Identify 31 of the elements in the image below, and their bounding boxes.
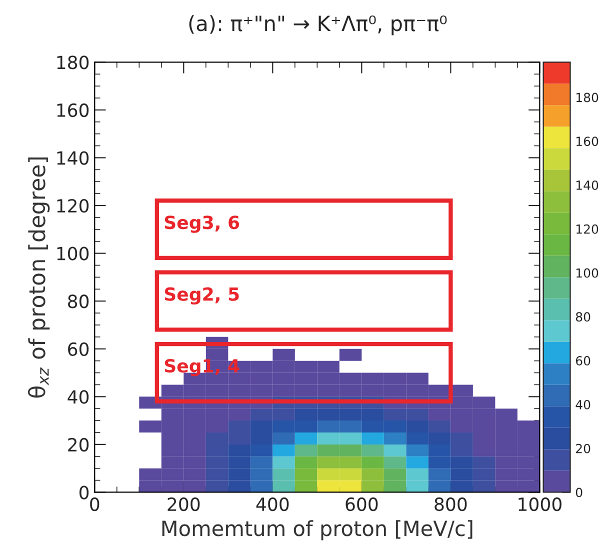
annotation: Seg3, 6 [164, 216, 240, 233]
chart-title: (a): π⁺"n" → K⁺Λπ⁰, pπ⁻π⁰ [189, 15, 447, 36]
x-tick-label: 800 [434, 497, 467, 512]
color-bar-label: 140 [576, 180, 598, 190]
y-tick-label: 160 [57, 103, 89, 118]
color-bar-label: 0 [576, 488, 582, 498]
color-bar-label: 100 [576, 268, 598, 278]
color-bar-label: 60 [576, 356, 590, 366]
y-tick-label: 60 [68, 342, 89, 356]
x-tick-label: 0 [90, 497, 100, 512]
color-bar-label: 160 [576, 136, 598, 146]
y-tick-label: 120 [57, 198, 89, 213]
y-tick-label: 40 [68, 390, 89, 404]
y-tick-label: 20 [68, 438, 89, 452]
y-tick-label: 180 [57, 56, 89, 70]
annotation: Seg2, 5 [164, 287, 239, 305]
x-tick-label: 1000 [518, 497, 562, 512]
color-bar-label: 40 [576, 400, 590, 410]
y-tick-label: 0 [79, 486, 89, 500]
x-tick-label: 600 [346, 497, 378, 512]
y-tick-label: 80 [68, 294, 89, 308]
color-bar-label: 20 [576, 444, 590, 454]
y-axis-title: θ$_{xz}$ of proton [degree] [28, 157, 50, 398]
color-bar-label: 120 [576, 224, 598, 234]
x-tick-label: 200 [168, 497, 200, 512]
x-tick-label: 400 [256, 497, 289, 512]
color-bar-label: 180 [576, 92, 598, 102]
y-tick-label: 140 [57, 151, 89, 165]
y-tick-label: 100 [57, 246, 89, 260]
x-axis-title: Momemtum of proton [MeV/c] [162, 520, 472, 540]
color-bar-label: 80 [576, 312, 590, 322]
